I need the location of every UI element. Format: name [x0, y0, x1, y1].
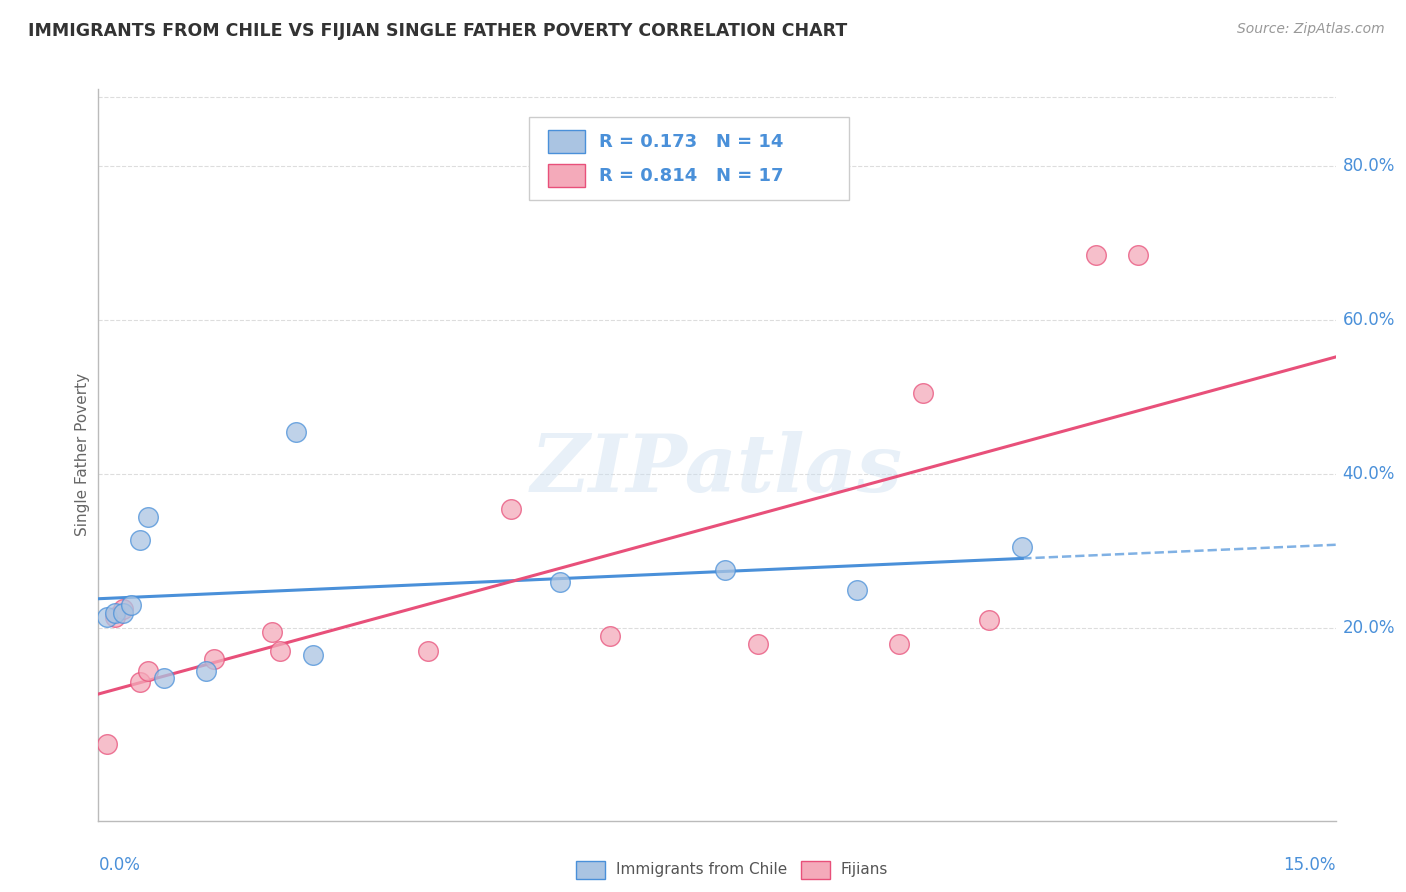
- Point: [194, 664, 217, 678]
- Point: [302, 648, 325, 662]
- Text: R = 0.814   N = 17: R = 0.814 N = 17: [599, 167, 783, 185]
- Text: IMMIGRANTS FROM CHILE VS FIJIAN SINGLE FATHER POVERTY CORRELATION CHART: IMMIGRANTS FROM CHILE VS FIJIAN SINGLE F…: [28, 22, 848, 40]
- Point: [846, 582, 869, 597]
- Text: 80.0%: 80.0%: [1343, 157, 1395, 175]
- Point: [418, 644, 440, 658]
- Point: [979, 614, 1001, 628]
- Point: [128, 533, 150, 547]
- Point: [136, 509, 159, 524]
- Text: 15.0%: 15.0%: [1284, 856, 1336, 874]
- Point: [1011, 541, 1033, 555]
- Point: [104, 609, 127, 624]
- Point: [285, 425, 308, 439]
- Point: [128, 675, 150, 690]
- Text: Fijians: Fijians: [841, 863, 889, 877]
- Point: [550, 574, 572, 589]
- Text: 40.0%: 40.0%: [1343, 465, 1395, 483]
- Point: [112, 606, 135, 620]
- Point: [599, 629, 621, 643]
- Point: [714, 563, 737, 577]
- Text: ZIPatlas: ZIPatlas: [531, 431, 903, 508]
- Text: 0.0%: 0.0%: [98, 856, 141, 874]
- Text: Immigrants from Chile: Immigrants from Chile: [616, 863, 787, 877]
- Point: [887, 636, 910, 650]
- Point: [1126, 248, 1149, 262]
- Point: [96, 737, 118, 751]
- Text: 60.0%: 60.0%: [1343, 311, 1395, 329]
- Point: [153, 671, 176, 685]
- Text: R = 0.173   N = 14: R = 0.173 N = 14: [599, 133, 783, 151]
- Point: [104, 606, 127, 620]
- Point: [260, 625, 283, 640]
- Point: [747, 636, 769, 650]
- Text: 20.0%: 20.0%: [1343, 619, 1395, 637]
- Point: [269, 644, 291, 658]
- Point: [112, 602, 135, 616]
- Y-axis label: Single Father Poverty: Single Father Poverty: [75, 374, 90, 536]
- Point: [136, 664, 159, 678]
- Text: Source: ZipAtlas.com: Source: ZipAtlas.com: [1237, 22, 1385, 37]
- Point: [202, 652, 225, 666]
- Point: [120, 598, 142, 612]
- Point: [96, 609, 118, 624]
- Point: [1085, 248, 1108, 262]
- Point: [912, 386, 935, 401]
- Point: [499, 501, 522, 516]
